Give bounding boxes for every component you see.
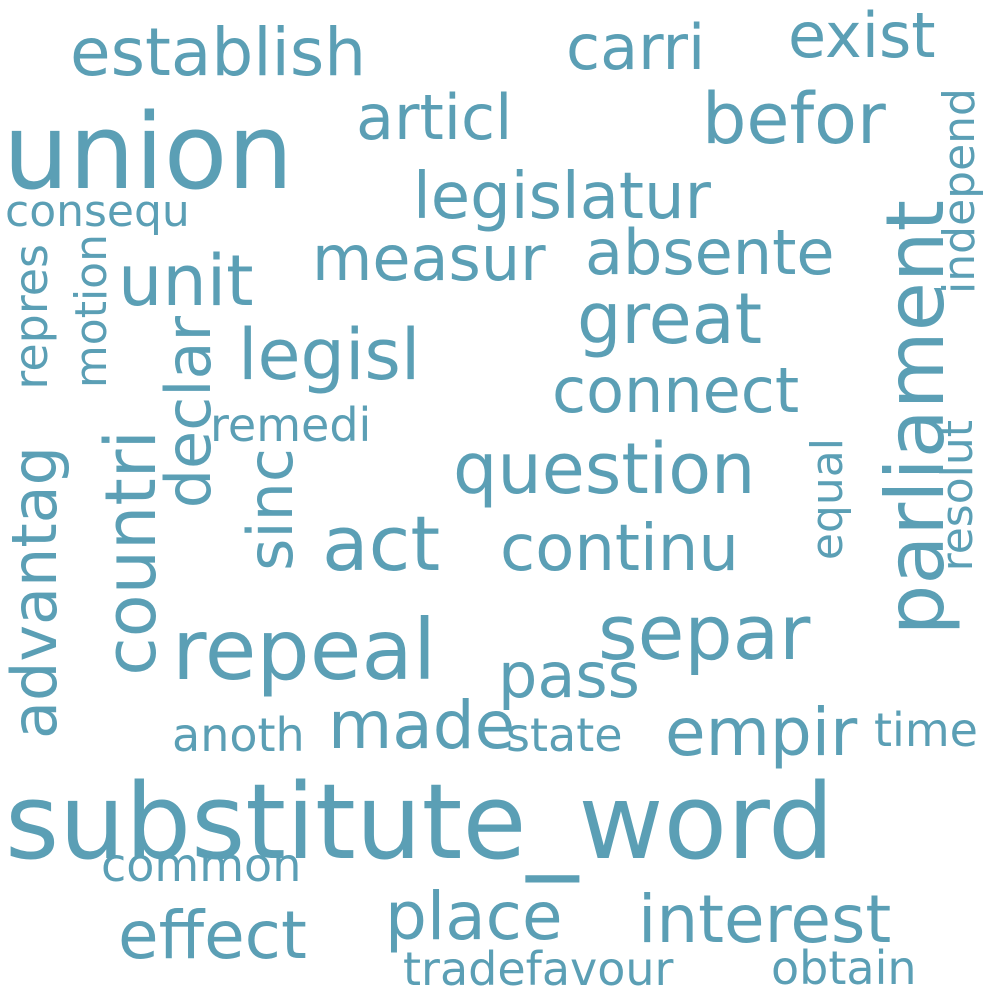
word-legisl: legisl: [238, 314, 421, 396]
word-repeal: repeal: [172, 601, 437, 699]
word-measur: measur: [312, 222, 546, 295]
word-question: question: [453, 428, 756, 510]
word-motion: motion: [66, 234, 117, 389]
word-great: great: [577, 278, 763, 360]
word-legislatur: legislatur: [413, 160, 711, 234]
word-resolut: resolut: [932, 420, 983, 572]
word-anoth: anoth: [172, 708, 305, 762]
word-union: union: [3, 91, 294, 213]
word-absente: absente: [585, 216, 835, 289]
word-pass: pass: [498, 639, 640, 712]
word-substitute-word: substitute_word: [5, 761, 835, 883]
word-connect: connect: [552, 354, 800, 427]
word-advantag: advantag: [0, 446, 71, 739]
word-tradefavour: tradefavour: [403, 942, 674, 996]
word-unit: unit: [118, 240, 254, 322]
word-establish: establish: [70, 14, 367, 91]
word-state: state: [506, 708, 623, 762]
word-obtain: obtain: [771, 941, 917, 995]
word-befor: befor: [702, 78, 886, 160]
word-sinc: sinc: [234, 448, 307, 571]
word-repres: repres: [4, 244, 58, 390]
word-empir: empir: [665, 694, 858, 771]
word-independ: independ: [934, 88, 985, 294]
word-consequ: consequ: [5, 186, 190, 237]
word-act: act: [322, 499, 441, 588]
word-declar: declar: [152, 316, 225, 509]
word-made: made: [328, 687, 516, 764]
word-time: time: [874, 703, 978, 757]
word-place: place: [385, 878, 563, 955]
word-separ: separ: [598, 588, 811, 677]
word-remedi: remedi: [210, 398, 372, 452]
word-common: common: [101, 838, 302, 892]
word-equal: equal: [802, 438, 853, 561]
word-effect: effect: [118, 897, 307, 974]
word-exist: exist: [788, 0, 936, 72]
word-articl: articl: [356, 81, 513, 154]
word-carri: carri: [566, 11, 706, 84]
word-continu: continu: [500, 512, 739, 586]
word-interest: interest: [638, 881, 892, 958]
